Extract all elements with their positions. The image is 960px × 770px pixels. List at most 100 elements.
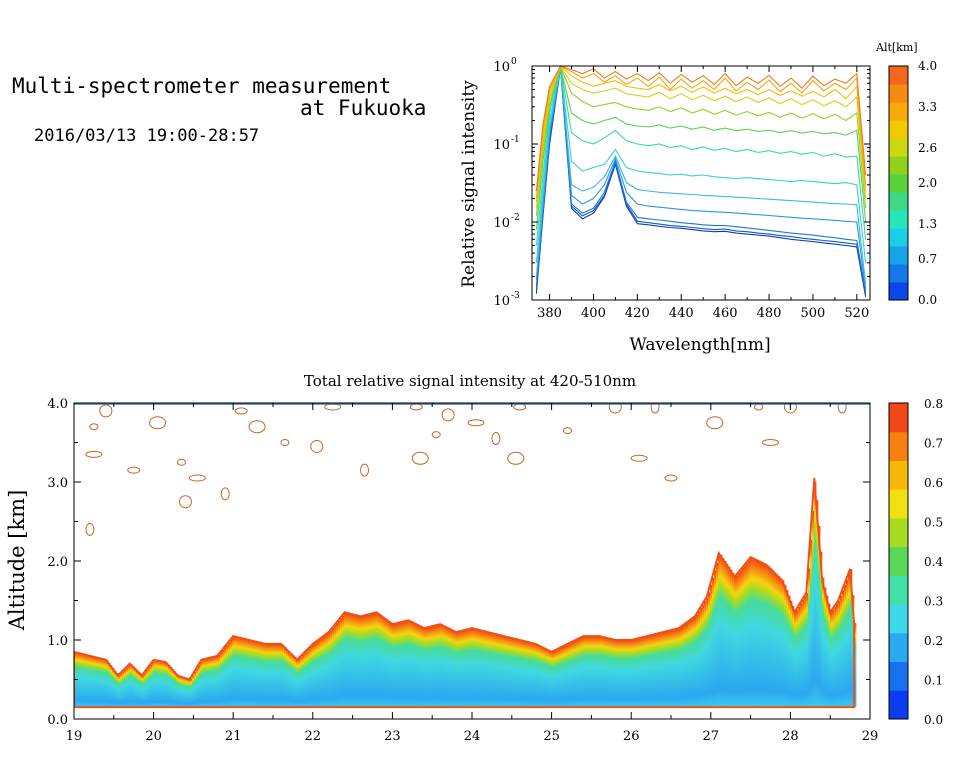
heatmap-column (148, 667, 151, 708)
heatmap-speckle-contour (149, 416, 167, 430)
heatmap-column (248, 639, 251, 708)
heatmap-x-tick-label: 23 (384, 729, 401, 744)
heatmap-column (464, 630, 467, 708)
heatmap-column (682, 625, 685, 708)
heatmap-column (636, 638, 639, 708)
heatmap-column (144, 672, 147, 708)
heatmap-column (562, 646, 565, 708)
heatmap-speckle-contour (220, 487, 230, 501)
heatmap-column (580, 637, 583, 708)
heatmap-column (314, 643, 317, 708)
heatmap-column (112, 667, 115, 708)
heatmap-column (220, 652, 223, 708)
spectrum-colorbar-frame (888, 65, 909, 301)
heatmap-column (554, 650, 557, 708)
heatmap-column (376, 612, 379, 708)
heatmap-column (116, 673, 119, 708)
heatmap-column (684, 624, 687, 708)
heatmap-column (696, 614, 699, 708)
heatmap-column (758, 560, 761, 708)
heatmap-column (810, 539, 813, 708)
heatmap-column (126, 667, 129, 708)
heatmap-column (840, 595, 843, 708)
spectrum-colorbar-bin (889, 138, 908, 157)
spectrum-colorbar-tick-label: 3.3 (918, 100, 937, 114)
heatmap-column (280, 643, 283, 708)
heatmap-x-tick-label: 27 (703, 729, 720, 744)
heatmap-column (194, 671, 197, 708)
heatmap-column (240, 637, 243, 708)
heatmap-column (492, 633, 495, 708)
spectrum-series-line-7 (535, 66, 867, 230)
spectrum-colorbar-bin (889, 156, 908, 175)
heatmap-column (488, 632, 491, 708)
heatmap-column (306, 650, 309, 708)
spectrum-colorbar-tick-label: 0.0 (918, 293, 937, 307)
heatmap-colorbar-bin (889, 474, 908, 490)
heatmap-column (258, 642, 261, 708)
heatmap-column (96, 657, 99, 708)
heatmap-column (560, 647, 563, 708)
heatmap-column (356, 615, 359, 708)
heatmap-column (686, 622, 689, 708)
heatmap-column (414, 623, 417, 708)
heatmap-column (824, 587, 827, 708)
heatmap-speckle-contour (783, 403, 797, 414)
spectrum-x-tick-label: 480 (757, 306, 782, 321)
heatmap-column (122, 671, 125, 708)
spectrum-colorbar-tick-label: 1.3 (918, 217, 937, 231)
spectrum-colorbar-bin (889, 66, 908, 85)
heatmap-column (382, 616, 385, 708)
heatmap-column (540, 646, 543, 708)
heatmap-column (508, 637, 511, 708)
heatmap-column (284, 647, 287, 708)
heatmap-column (322, 637, 325, 708)
spectrum-y-tick-exponent: -2 (511, 213, 520, 223)
heatmap-ylabel: Altitude [km] (5, 490, 29, 632)
spectrum-series-line-0 (535, 67, 867, 297)
heatmap-column (762, 562, 765, 708)
heatmap-column (588, 636, 591, 708)
heatmap-column (328, 632, 331, 708)
heatmap-column (168, 664, 171, 708)
heatmap-column (214, 656, 217, 708)
heatmap-speckle-contour (409, 403, 423, 411)
heatmap-y-tick-label: 3.0 (47, 476, 68, 491)
heatmap-speckle-contour (762, 439, 779, 446)
heatmap-column (134, 667, 137, 708)
heatmap-column (398, 622, 401, 708)
page-title-line2: at Fukuoka (300, 96, 427, 120)
heatmap-column (448, 628, 451, 708)
heatmap-column (238, 637, 241, 708)
heatmap-column (740, 570, 743, 708)
heatmap-column (618, 640, 621, 708)
heatmap-column (650, 635, 653, 708)
heatmap-column (820, 551, 823, 708)
heatmap-column (242, 638, 245, 708)
heatmap-column (198, 665, 201, 708)
heatmap-column (430, 626, 433, 708)
heatmap-column (582, 636, 585, 708)
heatmap-column (262, 643, 265, 708)
heatmap-column (400, 622, 403, 708)
heatmap-speckle-contour (85, 450, 103, 458)
heatmap-column (826, 595, 829, 708)
heatmap-column (628, 640, 631, 708)
heatmap-column (172, 669, 175, 708)
heatmap-column (612, 639, 615, 708)
heatmap-colorbar-bin (889, 517, 908, 533)
heatmap-speckle-contour (178, 495, 192, 509)
heatmap-column (162, 661, 165, 708)
heatmap-column (186, 678, 189, 708)
heatmap-column (486, 631, 489, 708)
heatmap-column (748, 560, 751, 708)
heatmap-column (742, 567, 745, 708)
spectrum-series-line-11 (535, 65, 867, 199)
heatmap-speckle-contour (431, 431, 441, 439)
heatmap-column (188, 679, 191, 708)
heatmap-column (166, 662, 169, 708)
heatmap-x-tick-label: 21 (225, 729, 242, 744)
heatmap-column (452, 630, 455, 708)
heatmap-column (454, 631, 457, 708)
heatmap-column (482, 630, 485, 708)
